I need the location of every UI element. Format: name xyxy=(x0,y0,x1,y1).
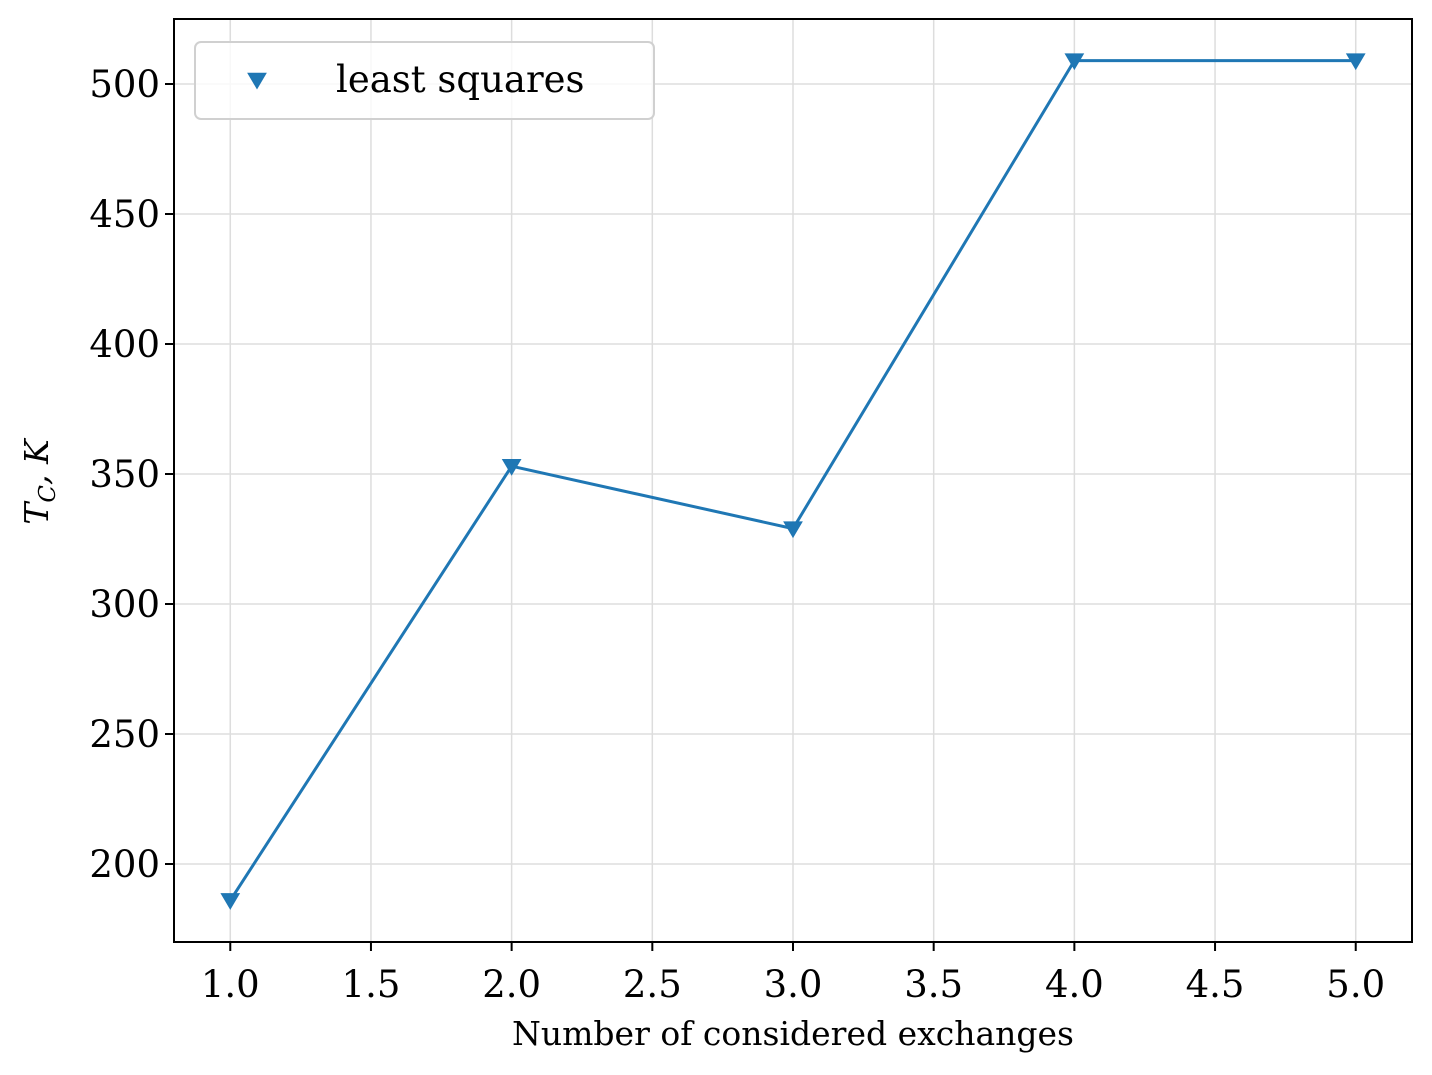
y-axis-ticks: 200 250 300 350 400 450 500 xyxy=(89,63,174,886)
x-tick-label: 2.5 xyxy=(623,963,682,1006)
x-tick-label: 1.5 xyxy=(342,963,401,1006)
y-axis-label: TC, K xyxy=(17,437,61,525)
y-axis-label-subscript: C xyxy=(35,485,61,503)
data-point-marker xyxy=(501,458,522,476)
data-point-marker xyxy=(220,893,241,910)
legend-label: least squares xyxy=(336,58,585,101)
x-tick-label: 3.0 xyxy=(764,963,823,1006)
legend-box xyxy=(194,41,655,120)
data-point-marker xyxy=(1064,53,1085,71)
x-tick-label: 2.0 xyxy=(482,963,541,1006)
y-axis-label-rest: , K xyxy=(17,437,56,485)
x-axis-label: Number of considered exchanges xyxy=(512,1014,1074,1053)
x-tick-label: 1.0 xyxy=(201,963,260,1006)
grid-lines xyxy=(174,19,1412,942)
x-tick-label: 5.0 xyxy=(1326,963,1385,1006)
y-tick-label: 500 xyxy=(89,63,160,106)
y-tick-label: 200 xyxy=(89,843,160,886)
y-tick-label: 400 xyxy=(89,323,160,366)
data-point-marker xyxy=(783,521,803,539)
y-tick-label: 450 xyxy=(89,193,160,236)
x-tick-label: 3.5 xyxy=(904,963,963,1006)
series-layer xyxy=(220,53,1366,910)
data-point-marker xyxy=(1345,53,1366,71)
x-axis-ticks: 1.0 1.5 2.0 2.5 3.0 3.5 4.0 4.5 5.0 xyxy=(201,942,1385,1006)
x-tick-label: 4.0 xyxy=(1045,963,1104,1006)
y-tick-label: 300 xyxy=(89,583,160,626)
y-tick-label: 350 xyxy=(89,453,160,496)
legend: least squares xyxy=(194,41,655,120)
y-tick-label: 250 xyxy=(89,713,160,756)
y-axis-label-main: T xyxy=(17,500,56,525)
x-tick-label: 4.5 xyxy=(1186,963,1245,1006)
legend-marker-triangle xyxy=(247,72,267,90)
